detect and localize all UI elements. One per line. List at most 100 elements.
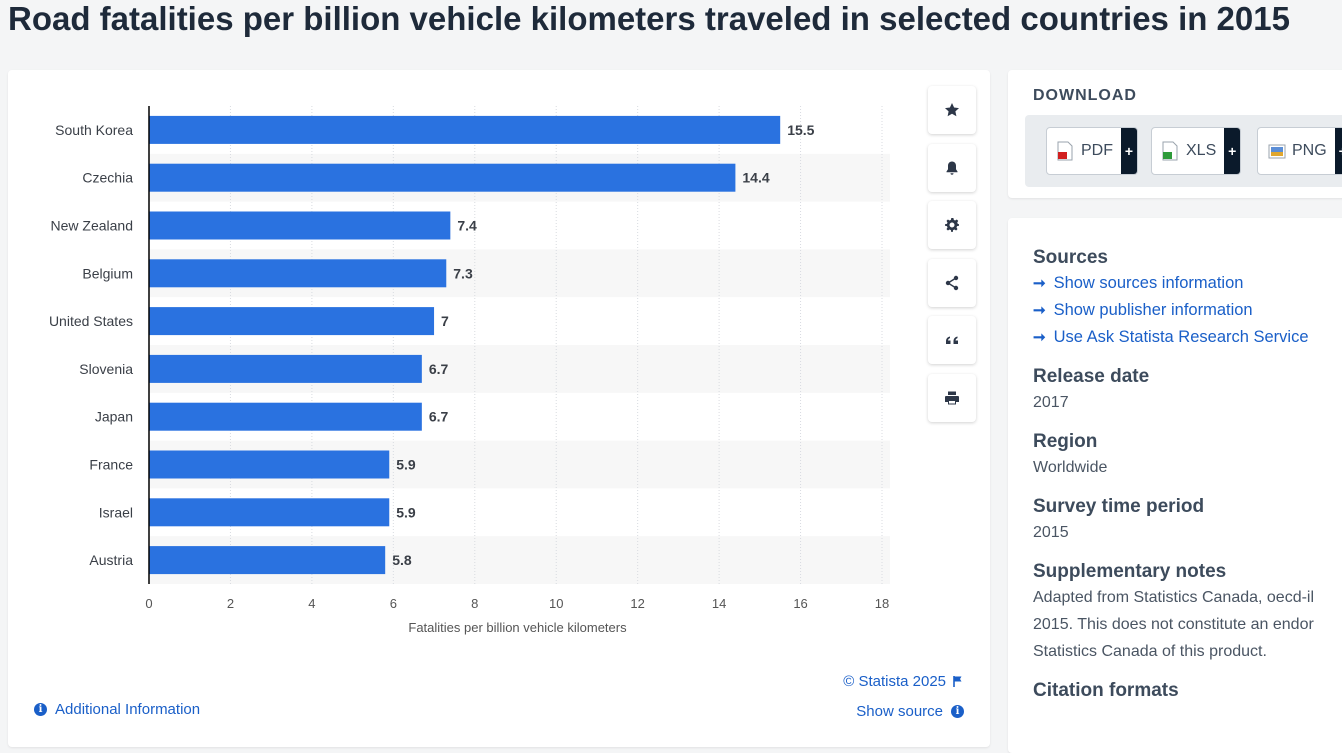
statistic-details-panel: Sources ➞ Show sources information ➞ Show … [1008, 218, 1342, 753]
share-button[interactable] [928, 258, 976, 307]
research-service-link[interactable]: ➞ Use Ask Statista Research Service [1033, 324, 1342, 351]
x-tick-label: 10 [549, 596, 563, 611]
notification-button[interactable] [928, 143, 976, 192]
category-label: Slovenia [79, 361, 133, 377]
category-label: New Zealand [51, 218, 134, 234]
supplementary-notes-line: Adapted from Statistics Canada, oecd-il [1033, 589, 1315, 606]
release-date-heading: Release date [1033, 366, 1150, 387]
bar-chart: 15.5 South Korea 14.4 Czechia 7.4 New Zealand… [49, 106, 890, 635]
quote-icon [946, 336, 958, 344]
png-label: PNG [1292, 142, 1327, 159]
sources-heading: Sources [1033, 247, 1108, 268]
show-sources-label: Show sources information [1053, 274, 1244, 292]
x-tick-label: 4 [308, 596, 315, 611]
bar-value-label: 7 [441, 313, 449, 329]
chart-card: 15.5 South Korea 14.4 Czechia 7.4 New Zealand… [8, 70, 990, 747]
additional-information-link[interactable]: i Additional Information [34, 701, 200, 718]
favorite-button[interactable] [928, 86, 976, 134]
download-buttons: PDF + XLS + PNG + [1025, 115, 1342, 187]
settings-button[interactable] [928, 201, 976, 249]
gear-icon [945, 218, 959, 232]
bar [149, 211, 451, 240]
bar-value-label: 5.9 [396, 504, 416, 520]
info-icon: i [951, 705, 964, 718]
release-date-value: 2017 [1033, 394, 1069, 411]
citation-formats-heading[interactable]: Citation formats [1033, 680, 1179, 701]
bar [149, 450, 390, 479]
category-label: South Korea [55, 122, 133, 138]
supplementary-notes-line: 2015. This does not constitute an endor [1033, 616, 1314, 633]
category-label: Belgium [82, 265, 133, 281]
png-plus: + [1334, 128, 1342, 174]
supplementary-notes-heading: Supplementary notes [1033, 561, 1227, 582]
x-tick-label: 12 [630, 596, 644, 611]
show-sources-link[interactable]: ➞ Show sources information [1033, 270, 1342, 297]
category-label: Israel [99, 504, 133, 520]
pdf-plus: + [1121, 128, 1137, 174]
bar-value-label: 5.8 [392, 552, 412, 568]
x-tick-label: 6 [390, 596, 397, 611]
category-label: Austria [89, 552, 133, 568]
star-icon [945, 103, 959, 117]
bar-value-label: 5.9 [396, 457, 416, 473]
print-icon [945, 391, 959, 404]
flag-icon [953, 676, 962, 687]
bar [149, 307, 435, 336]
region-heading: Region [1033, 431, 1098, 452]
download-title: DOWNLOAD [1033, 87, 1137, 104]
category-label: United States [49, 313, 133, 329]
x-tick-label: 18 [875, 596, 889, 611]
bar-value-label: 6.7 [429, 409, 449, 425]
download-panel: DOWNLOAD PDF + XLS + PNG + [1008, 70, 1342, 198]
arrow-right-icon: ➞ [1033, 329, 1046, 346]
download-pdf-button[interactable]: PDF + [1046, 127, 1138, 175]
bar [149, 163, 736, 192]
bar [149, 259, 447, 288]
x-tick-label: 2 [227, 596, 234, 611]
show-publisher-label: Show publisher information [1053, 301, 1253, 319]
info-icon: i [34, 703, 47, 716]
xls-label: XLS [1186, 142, 1217, 159]
show-source-link[interactable]: Show source i [856, 703, 964, 720]
page-title: Road fatalities per billion vehicle kilo… [8, 0, 1290, 37]
bar [149, 115, 781, 144]
download-png-button[interactable]: PNG + [1257, 127, 1342, 175]
x-tick-label: 8 [471, 596, 478, 611]
cite-button[interactable] [928, 316, 976, 364]
arrow-right-icon: ➞ [1033, 275, 1046, 292]
png-file-icon [1268, 141, 1286, 161]
survey-period-value: 2015 [1033, 524, 1069, 541]
x-tick-label: 0 [145, 596, 152, 611]
xls-file-icon [1162, 141, 1178, 161]
show-publisher-link[interactable]: ➞ Show publisher information [1033, 297, 1342, 324]
share-icon [945, 275, 959, 290]
download-xls-button[interactable]: XLS + [1151, 127, 1242, 175]
statista-copyright[interactable]: © Statista 2025 [843, 673, 964, 690]
bell-icon [946, 161, 958, 175]
pdf-label: PDF [1081, 142, 1113, 159]
bar-value-label: 6.7 [429, 361, 449, 377]
bar [149, 498, 390, 527]
arrow-right-icon: ➞ [1033, 302, 1046, 319]
x-tick-label: 14 [712, 596, 726, 611]
bar-value-label: 7.4 [457, 218, 477, 234]
chart-toolbar [928, 86, 976, 431]
show-source-label: Show source [856, 703, 943, 720]
bar-value-label: 14.4 [742, 170, 769, 186]
research-service-label: Use Ask Statista Research Service [1053, 328, 1309, 346]
xls-plus: + [1224, 128, 1241, 174]
print-button[interactable] [928, 373, 976, 422]
survey-period-heading: Survey time period [1033, 496, 1205, 517]
copyright-label: © Statista 2025 [843, 673, 946, 690]
x-axis-label: Fatalities per billion vehicle kilometer… [408, 620, 627, 635]
supplementary-notes-line: Statistics Canada of this product. [1033, 643, 1267, 660]
category-label: France [89, 457, 133, 473]
pdf-file-icon [1057, 141, 1073, 161]
bar [149, 402, 422, 431]
bar [149, 546, 386, 575]
bar [149, 354, 422, 383]
bar-value-label: 7.3 [453, 265, 473, 281]
category-label: Czechia [82, 170, 133, 186]
region-value: Worldwide [1033, 459, 1108, 476]
additional-information-label: Additional Information [55, 701, 201, 718]
